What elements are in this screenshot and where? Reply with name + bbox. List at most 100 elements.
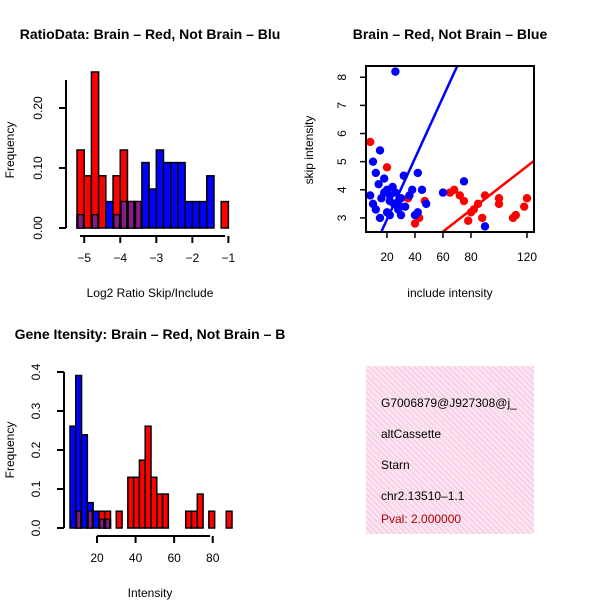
x-tick-label: −2 <box>186 251 200 265</box>
point-brain <box>520 202 529 211</box>
bar-overlap <box>76 510 82 529</box>
x-tick-label: 80 <box>464 250 478 264</box>
point-not-brain <box>385 196 394 206</box>
y-tick-label: 0.1 <box>29 480 43 497</box>
bar-overlap <box>113 214 120 229</box>
bar-brain <box>208 510 216 529</box>
y-tick-label: 8 <box>335 74 349 81</box>
point-brain <box>478 213 487 223</box>
point-not-brain <box>480 222 490 231</box>
y-tick-label: 6 <box>335 130 349 137</box>
point-not-brain <box>396 210 406 220</box>
point-not-brain <box>413 168 422 178</box>
info-pval: Pval: 2.000000 <box>381 512 462 526</box>
info-gene-id: G7006879@J927308@j_ <box>381 396 517 410</box>
point-not-brain <box>413 208 422 217</box>
bar-overlap <box>91 214 99 229</box>
bar-overlap <box>105 518 111 529</box>
chart-title: Gene Itensity: Brain – Red, Not Brain – … <box>15 326 286 342</box>
y-tick-label: 7 <box>335 102 349 109</box>
bar-brain <box>127 476 135 529</box>
x-tick-label: −1 <box>222 251 236 265</box>
bar-brain <box>150 476 158 529</box>
point-brain <box>382 163 392 172</box>
bar-not-brain <box>69 425 77 529</box>
y-tick-label: 0.10 <box>31 156 45 180</box>
point-not-brain <box>459 177 469 186</box>
info-label: Starn <box>381 458 410 472</box>
bar-brain <box>190 510 199 529</box>
y-axis-label: skip intensity <box>302 116 316 185</box>
bar-brain <box>138 459 146 529</box>
bar-brain <box>156 493 164 529</box>
fit-line-not-brain <box>379 66 459 232</box>
x-tick-label: 120 <box>517 250 537 264</box>
bar-overlap <box>120 201 127 229</box>
point-not-brain <box>391 67 400 76</box>
x-tick-label: −3 <box>149 251 163 265</box>
point-brain <box>450 185 459 194</box>
chart-title: RatioData: Brain – Red, Not Brain – Blu <box>20 26 281 42</box>
bar-not-brain <box>198 200 208 229</box>
bar-not-brain <box>177 161 186 229</box>
bar-brain <box>161 493 170 529</box>
bar-not-brain <box>141 161 150 229</box>
x-tick-label: −4 <box>113 251 127 265</box>
y-tick-label: 0.3 <box>29 402 43 419</box>
point-not-brain <box>401 202 410 211</box>
x-tick-label: 40 <box>129 551 143 565</box>
x-tick-label: 80 <box>206 551 220 565</box>
x-tick-label: 60 <box>167 551 181 565</box>
y-tick-label: 5 <box>335 158 349 165</box>
point-not-brain <box>438 188 448 197</box>
point-not-brain <box>374 179 383 189</box>
y-tick-label: 0.00 <box>31 216 45 240</box>
x-tick-label: 20 <box>90 551 104 565</box>
bar-not-brain <box>105 200 114 229</box>
y-tick-label: 0.4 <box>29 363 43 380</box>
point-brain <box>459 196 469 206</box>
bar-brain <box>90 71 100 229</box>
x-tick-label: 40 <box>408 250 422 264</box>
y-tick-label: 0.0 <box>29 519 43 536</box>
x-tick-label: −5 <box>77 251 91 265</box>
point-not-brain <box>371 168 380 178</box>
scatter-frame <box>365 65 535 233</box>
y-axis-label: Frequency <box>3 122 17 179</box>
chart-title: Brain – Red, Not Brain – Blue <box>353 26 548 42</box>
y-tick-label: 0.2 <box>29 441 43 458</box>
point-not-brain <box>417 185 427 194</box>
point-not-brain <box>380 174 389 183</box>
x-tick-label: 20 <box>380 250 394 264</box>
bar-brain <box>132 476 141 529</box>
point-brain <box>494 199 504 209</box>
point-not-brain <box>371 205 380 214</box>
bar-not-brain <box>75 374 83 529</box>
point-brain <box>508 213 518 223</box>
bar-brain <box>97 175 107 229</box>
point-not-brain <box>408 185 417 194</box>
x-axis-label: Intensity <box>128 586 173 600</box>
point-brain <box>522 194 532 203</box>
point-not-brain <box>366 191 375 200</box>
bar-not-brain <box>162 161 172 229</box>
bar-not-brain <box>169 161 179 229</box>
bar-overlap <box>127 201 135 229</box>
bar-not-brain <box>206 175 215 229</box>
y-axis-label: Frequency <box>3 422 17 479</box>
bar-brain <box>144 425 152 529</box>
bar-overlap <box>99 518 105 529</box>
info-panel: G7006879@J927308@j_ altCassette Starn ch… <box>366 366 534 534</box>
point-brain <box>464 216 473 225</box>
bar-brain <box>184 510 193 529</box>
x-axis-label: Log2 Ratio Skip/Include <box>87 286 214 300</box>
point-brain <box>366 137 375 147</box>
point-not-brain <box>375 146 385 155</box>
bar-not-brain <box>80 434 89 529</box>
point-not-brain <box>422 199 431 209</box>
point-not-brain <box>368 157 378 166</box>
bar-brain <box>196 493 204 529</box>
bar-not-brain <box>155 149 165 229</box>
